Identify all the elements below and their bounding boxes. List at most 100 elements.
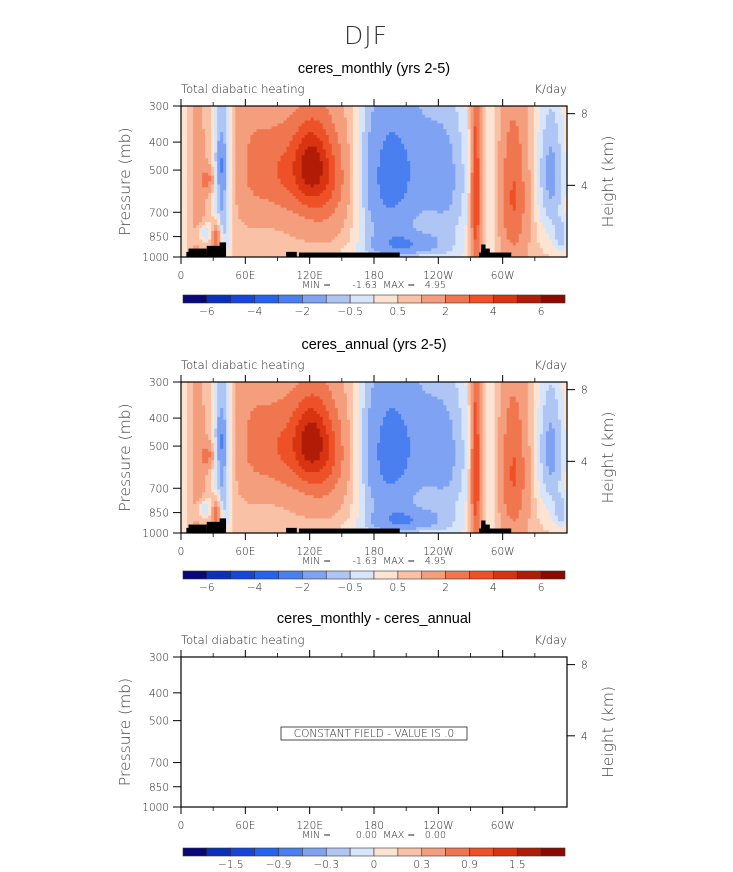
field-cell xyxy=(211,213,215,217)
field-cell xyxy=(328,140,333,145)
field-cell xyxy=(443,169,447,174)
field-cell xyxy=(325,106,330,110)
field-cell xyxy=(506,184,511,188)
field-cell xyxy=(295,172,300,177)
field-cell xyxy=(214,117,218,122)
field-cell xyxy=(413,108,417,113)
field-cell xyxy=(416,143,420,148)
field-cell xyxy=(482,123,487,127)
field-cell xyxy=(377,152,381,156)
field-cell xyxy=(422,146,426,151)
field-cell xyxy=(229,161,233,165)
field-cell xyxy=(352,140,357,145)
field-cell xyxy=(467,126,472,130)
field-cell xyxy=(343,126,348,130)
field-cell xyxy=(349,114,354,119)
field-cell xyxy=(301,213,306,217)
field-cell xyxy=(220,108,224,113)
field-cell xyxy=(434,164,438,168)
field-cell xyxy=(506,158,511,162)
field-cell xyxy=(331,120,336,125)
field-cell xyxy=(352,181,357,185)
field-cell xyxy=(262,120,267,125)
field-cell xyxy=(410,169,414,174)
field-cell xyxy=(304,106,309,110)
field-cell xyxy=(271,111,276,116)
field-cell xyxy=(554,129,559,133)
field-cell xyxy=(416,193,420,197)
field-cell xyxy=(325,178,330,183)
field-cell xyxy=(322,106,327,110)
field-cell xyxy=(280,181,285,185)
field-cell xyxy=(383,166,387,171)
field-cell xyxy=(488,155,493,159)
field-cell xyxy=(208,123,212,127)
field-cell xyxy=(398,184,402,188)
field-cell xyxy=(413,204,417,209)
field-cell xyxy=(190,216,194,220)
field-cell xyxy=(277,166,282,171)
field-cell xyxy=(404,216,408,220)
field-cell xyxy=(518,137,523,142)
field-cell xyxy=(322,213,327,217)
field-cell xyxy=(425,178,429,183)
field-cell xyxy=(208,178,212,183)
field-cell xyxy=(223,187,227,191)
field-cell xyxy=(551,155,556,159)
field-cell xyxy=(521,149,526,154)
field-cell xyxy=(217,184,221,188)
field-cell xyxy=(190,135,194,139)
field-cell xyxy=(289,210,294,215)
field-cell xyxy=(229,152,233,156)
field-cell xyxy=(539,190,544,194)
field-cell xyxy=(497,123,502,127)
field-cell xyxy=(536,120,541,125)
field-cell xyxy=(467,143,472,148)
field-cell xyxy=(392,114,396,119)
field-cell xyxy=(370,172,375,177)
field-cell xyxy=(503,184,508,188)
field-cell xyxy=(389,120,393,125)
field-cell xyxy=(181,143,185,148)
field-cell xyxy=(467,106,472,110)
field-cell xyxy=(380,181,384,185)
field-cell xyxy=(425,152,429,156)
field-cell xyxy=(265,126,270,130)
field-cell xyxy=(536,123,541,127)
field-cell xyxy=(410,198,414,203)
field-cell xyxy=(247,143,251,148)
field-cell xyxy=(274,161,279,165)
field-cell xyxy=(346,149,351,154)
field-cell xyxy=(515,152,520,156)
field-cell xyxy=(530,137,535,142)
field-cell xyxy=(443,201,447,206)
field-cell xyxy=(428,126,432,130)
field-cell xyxy=(494,111,499,116)
field-cell xyxy=(217,187,221,191)
field-cell xyxy=(530,164,535,168)
field-cell xyxy=(355,149,360,154)
field-cell xyxy=(437,193,441,197)
field-cell xyxy=(268,175,273,180)
field-cell xyxy=(425,149,429,154)
field-cell xyxy=(410,164,414,168)
field-cell xyxy=(449,129,454,133)
field-cell xyxy=(277,164,282,168)
field-cell xyxy=(286,204,291,209)
field-cell xyxy=(488,114,493,119)
field-cell xyxy=(316,190,321,194)
field-cell xyxy=(413,123,417,127)
field-cell xyxy=(334,117,339,122)
field-cell xyxy=(374,106,378,110)
field-cell xyxy=(301,158,306,162)
field-cell xyxy=(392,181,396,185)
field-cell xyxy=(461,169,466,174)
field-cell xyxy=(413,155,417,159)
field-cell xyxy=(346,198,351,203)
field-cell xyxy=(533,106,538,110)
field-cell xyxy=(551,210,556,215)
field-cell xyxy=(551,184,556,188)
field-cell xyxy=(386,120,390,125)
field-cell xyxy=(452,178,457,183)
field-cell xyxy=(494,169,499,174)
